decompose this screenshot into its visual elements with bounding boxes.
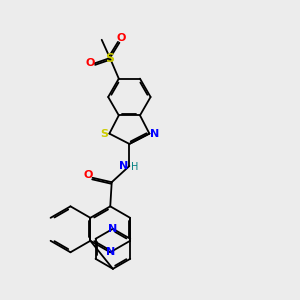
Text: N: N (106, 247, 115, 257)
Text: H: H (131, 163, 138, 172)
Text: N: N (108, 224, 118, 234)
Text: O: O (85, 58, 94, 68)
Text: N: N (119, 161, 129, 171)
Text: N: N (150, 129, 159, 139)
Text: O: O (83, 170, 93, 180)
Text: S: S (106, 52, 115, 64)
Text: S: S (100, 129, 108, 139)
Text: O: O (116, 33, 125, 43)
